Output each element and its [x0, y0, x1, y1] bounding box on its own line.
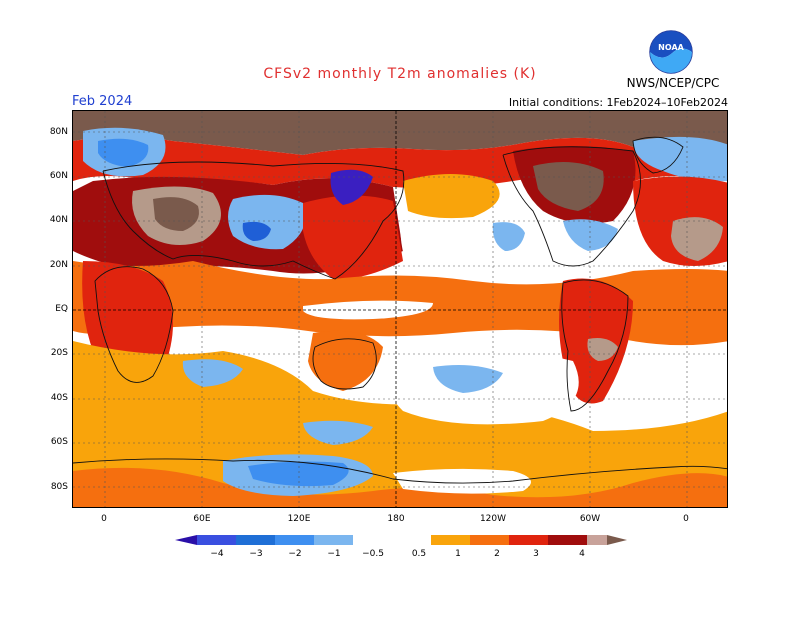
lat-label-80s: 80S: [50, 482, 68, 492]
legend-swatch-5: [353, 535, 392, 545]
anomaly-field-sa-tan: [587, 338, 618, 361]
legend-swatch-8: [470, 535, 509, 545]
legend-label: 3: [533, 549, 539, 559]
anomaly-field-antarctic-white: [393, 468, 531, 494]
legend-swatch-3: [275, 535, 314, 545]
legend-arrow-left: [175, 535, 197, 545]
anomaly-field-arctic-blue-left-core: [98, 138, 149, 167]
anomaly-field-north-pacific: [400, 196, 531, 286]
coast-antarctica: [73, 458, 727, 484]
noaa-logo-icon: NOAA: [649, 30, 693, 74]
legend-label: −3: [249, 549, 262, 559]
lat-label-20n: 20N: [49, 260, 68, 270]
lat-label-60n: 60N: [49, 171, 68, 181]
coast-north-america: [502, 146, 641, 267]
lon-label-0-west: 0: [101, 514, 107, 524]
lat-grid: [73, 131, 727, 488]
anomaly-field-eurasia-brown: [153, 197, 199, 231]
legend-swatch-10: [548, 535, 587, 545]
noaa-logo-text: NOAA: [658, 43, 684, 52]
anomaly-field-indian-blue: [182, 359, 243, 387]
lon-label-60w: 60W: [579, 514, 601, 524]
legend-swatch-6: [392, 535, 431, 545]
anomaly-field-pacific-orange: [403, 174, 500, 219]
anomaly-field-australia: [308, 330, 383, 391]
lat-label-60s: 60S: [50, 437, 68, 447]
anomaly-field-canada-brown: [533, 162, 604, 211]
coastlines: [73, 136, 727, 484]
legend-arrow-right: [607, 535, 627, 545]
lon-label-120w: 120W: [479, 514, 507, 524]
lat-label-eq: EQ: [55, 304, 68, 314]
anomaly-field-asia-blue-core: [242, 221, 271, 241]
agency-label: NWS/NCEP/CPC: [626, 76, 720, 90]
legend-label: −2: [288, 549, 301, 559]
lon-label-0-east: 0: [683, 514, 689, 524]
anomaly-field-east-asia: [303, 195, 403, 280]
anomaly-map-canvas: [73, 111, 727, 507]
lon-label-180: 180: [387, 514, 405, 524]
legend-label: 4: [579, 549, 585, 559]
anomaly-field-pacific-blue: [492, 222, 525, 251]
lat-label-20s: 20S: [50, 348, 68, 358]
color-legend: −4 −3 −2 −1 −0.5 0.5 1 2 3 4: [175, 535, 627, 559]
coast-eurasia: [102, 161, 405, 280]
legend-swatch-9: [509, 535, 548, 545]
coast-africa: [94, 266, 174, 383]
legend-label: −4: [210, 549, 224, 559]
legend-label: −1: [327, 549, 340, 559]
anomaly-map: [72, 110, 728, 508]
legend-label: 2: [494, 549, 500, 559]
anomaly-field-south-orange-red: [73, 467, 727, 507]
legend-swatch-1: [197, 535, 236, 545]
lat-label-40s: 40S: [50, 393, 68, 403]
lon-label-120e: 120E: [287, 514, 311, 524]
legend-swatch-11: [587, 535, 607, 545]
forecast-month: Feb 2024: [72, 94, 133, 109]
legend-swatch-4: [314, 535, 353, 545]
map-title: CFSv2 monthly T2m anomalies (K): [263, 66, 537, 82]
legend-label: 1: [455, 549, 461, 559]
lon-label-60e: 60E: [193, 514, 211, 524]
anomaly-field-siberia-blue: [330, 169, 373, 205]
legend-swatch-7: [431, 535, 470, 545]
coast-south-america: [561, 279, 629, 412]
lat-label-80n: 80N: [49, 127, 68, 137]
coast-australia: [312, 338, 377, 390]
lat-label-40n: 40N: [49, 215, 68, 225]
legend-label: 0.5: [412, 549, 426, 559]
anomaly-field-antarctic-blue-2: [248, 461, 349, 487]
legend-label: −0.5: [362, 549, 384, 559]
anomaly-field-europe-tan: [671, 217, 723, 261]
anomaly-field-sw-indian-blue: [303, 420, 373, 445]
anomaly-field-us-blue: [563, 219, 618, 251]
coast-greenland: [632, 136, 684, 174]
legend-swatch-2: [236, 535, 275, 545]
anomaly-field-arctic-blue-right: [633, 136, 727, 182]
anomaly-field-arctic: [73, 111, 727, 155]
anomaly-field-south-pacific-blue: [433, 365, 503, 393]
initial-conditions: Initial conditions: 1Feb2024–10Feb2024: [508, 96, 728, 109]
